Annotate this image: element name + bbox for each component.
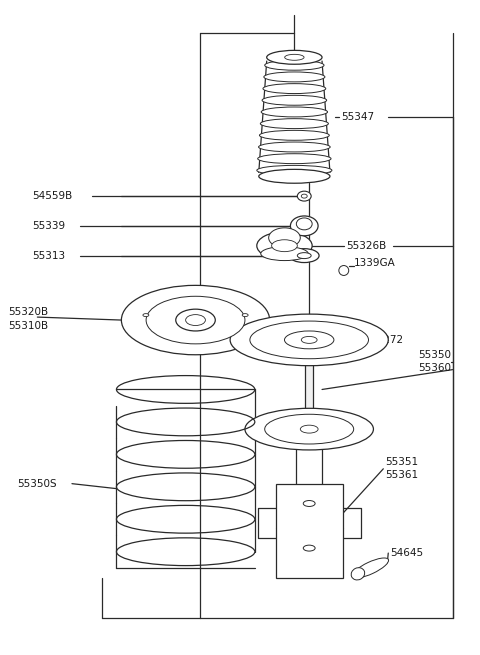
Text: 55360: 55360 xyxy=(418,363,451,373)
Text: 55350: 55350 xyxy=(418,350,451,360)
Ellipse shape xyxy=(230,314,388,365)
Ellipse shape xyxy=(289,249,319,263)
Ellipse shape xyxy=(186,314,205,326)
Text: 55272: 55272 xyxy=(371,335,404,345)
Text: 55310B: 55310B xyxy=(8,321,48,331)
Ellipse shape xyxy=(259,170,330,183)
Text: 54559B: 54559B xyxy=(33,191,72,201)
Ellipse shape xyxy=(300,425,318,433)
Ellipse shape xyxy=(301,194,307,198)
Ellipse shape xyxy=(297,253,311,259)
Ellipse shape xyxy=(121,286,270,355)
Ellipse shape xyxy=(259,130,329,140)
Ellipse shape xyxy=(285,331,334,349)
Ellipse shape xyxy=(296,435,322,443)
Ellipse shape xyxy=(257,232,312,259)
Ellipse shape xyxy=(264,60,324,70)
Text: 1339GA: 1339GA xyxy=(354,257,396,267)
Text: 55326B: 55326B xyxy=(346,240,386,251)
Text: 54645: 54645 xyxy=(390,548,423,558)
Text: 55339: 55339 xyxy=(33,221,66,231)
Ellipse shape xyxy=(303,545,315,551)
Text: 55347: 55347 xyxy=(341,112,374,122)
Ellipse shape xyxy=(242,314,248,316)
Ellipse shape xyxy=(352,558,389,578)
Ellipse shape xyxy=(258,154,331,164)
Ellipse shape xyxy=(285,54,304,60)
Ellipse shape xyxy=(262,96,327,105)
Ellipse shape xyxy=(261,247,308,261)
Ellipse shape xyxy=(245,408,373,450)
Polygon shape xyxy=(276,483,343,578)
Ellipse shape xyxy=(264,72,325,82)
Text: 55361: 55361 xyxy=(385,470,419,479)
Ellipse shape xyxy=(272,240,297,252)
Ellipse shape xyxy=(263,84,326,94)
Ellipse shape xyxy=(250,321,369,359)
Ellipse shape xyxy=(303,500,315,506)
Ellipse shape xyxy=(269,228,300,248)
Ellipse shape xyxy=(290,216,318,236)
Ellipse shape xyxy=(351,568,365,580)
Ellipse shape xyxy=(261,107,327,117)
Ellipse shape xyxy=(297,191,311,201)
Text: 55313: 55313 xyxy=(33,251,66,261)
Text: 55351: 55351 xyxy=(385,457,419,467)
Ellipse shape xyxy=(259,142,330,152)
Ellipse shape xyxy=(260,119,328,128)
Text: 55350S: 55350S xyxy=(18,479,57,489)
Ellipse shape xyxy=(267,50,322,64)
Ellipse shape xyxy=(339,265,349,276)
Ellipse shape xyxy=(146,296,245,344)
FancyBboxPatch shape xyxy=(305,349,313,439)
Text: 55320B: 55320B xyxy=(8,307,48,317)
Ellipse shape xyxy=(143,314,149,316)
Ellipse shape xyxy=(301,337,317,343)
Ellipse shape xyxy=(264,414,354,444)
Ellipse shape xyxy=(176,309,216,331)
Ellipse shape xyxy=(296,218,312,230)
Ellipse shape xyxy=(257,165,332,176)
